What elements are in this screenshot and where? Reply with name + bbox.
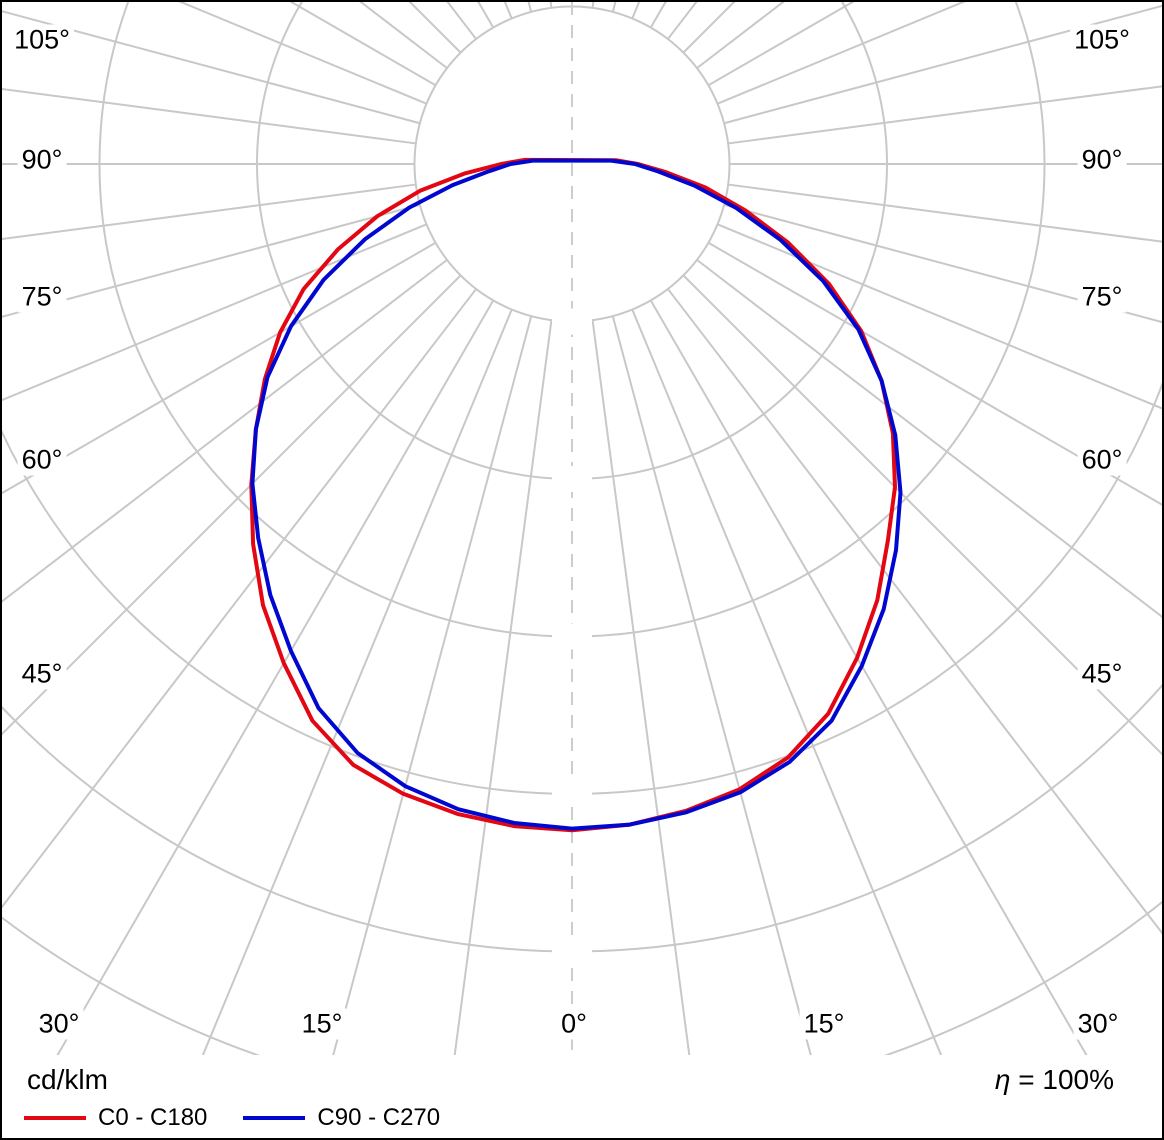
angle-label-45-left: 45° <box>17 658 67 690</box>
angle-label-45-right: 45° <box>1077 658 1127 690</box>
angle-label-90-left: 90° <box>17 144 67 176</box>
angle-label-15-bottom-right: 15° <box>799 1008 849 1040</box>
angle-label-0-bottom: 0° <box>557 1008 591 1040</box>
angle-label-30-bottom-right: 30° <box>1073 1008 1123 1040</box>
angle-label-15-bottom-left: 15° <box>297 1008 347 1040</box>
legend-swatch-0 <box>24 1116 86 1120</box>
angle-label-90-right: 90° <box>1077 144 1127 176</box>
legend-label-c90-c270: C90 - C270 <box>317 1104 441 1131</box>
angle-label-60-right: 60° <box>1077 444 1127 476</box>
angle-label-75-right: 75° <box>1077 281 1127 313</box>
legend-entry-c0-c180: C0 - C180 <box>24 1104 207 1132</box>
angle-label-30-bottom-left: 30° <box>34 1008 84 1040</box>
efficiency-label: η = 100% <box>991 1064 1117 1096</box>
legend-entry-c90-c270: C90 - C270 <box>243 1104 440 1132</box>
eta-symbol: η <box>994 1064 1011 1095</box>
angle-label-75-left: 75° <box>17 281 67 313</box>
angle-label-105-right: 105° <box>1070 24 1134 56</box>
eta-value: = 100% <box>1018 1064 1114 1095</box>
legend-swatch-1 <box>243 1116 306 1120</box>
angle-label-105-left: 105° <box>10 24 74 56</box>
units-label: cd/klm <box>24 1064 111 1096</box>
legend: C0 - C180 C90 - C270 <box>24 1102 447 1134</box>
angle-label-60-left: 60° <box>17 444 67 476</box>
legend-label-c0-c180: C0 - C180 <box>98 1104 208 1131</box>
